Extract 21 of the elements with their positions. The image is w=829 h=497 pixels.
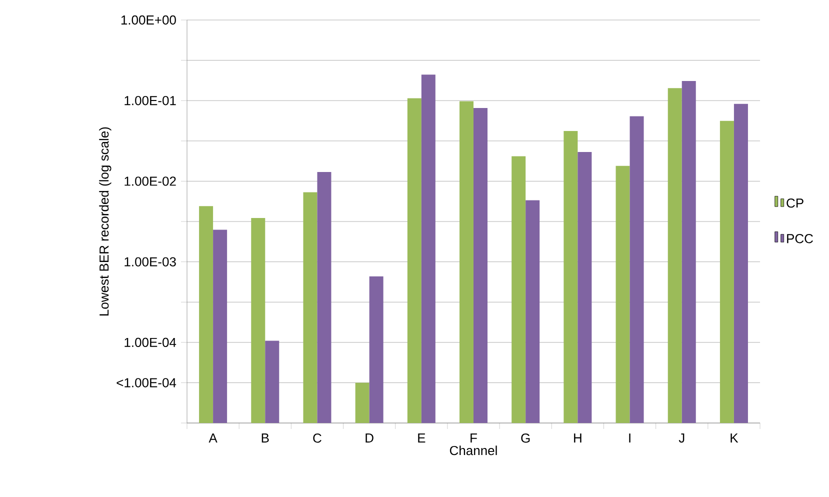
x-tick-label: K [730, 434, 738, 442]
x-tick-label: I [629, 434, 630, 442]
x-tick-label: H [574, 434, 582, 442]
x-tick-label: D [366, 434, 374, 442]
y-tick-label: 1.00E-03 [124, 257, 176, 266]
y-axis-title: Lowest BER recorded (log scale) [99, 127, 112, 316]
y-tick-label: 1.00E-04 [124, 338, 176, 348]
x-tick-label: A [208, 434, 218, 442]
x-tick-label: F [470, 434, 477, 442]
y-tick-label: <1.00E-04 [116, 378, 176, 388]
x-axis-title: Channel [450, 446, 497, 456]
x-tick-label: C [313, 434, 322, 443]
y-tick-label: 1.00E-01 [124, 96, 176, 106]
legend-label: CP [786, 198, 804, 208]
x-tick-label: J [678, 434, 684, 443]
x-tick-label: G [521, 434, 530, 443]
y-tick-label: 1.00E-02 [124, 176, 176, 186]
x-tick-label: B [262, 434, 269, 442]
legend-label: PCC [787, 234, 813, 244]
x-tick-label: E [418, 434, 426, 442]
y-tick-label: 1.00E+00 [121, 15, 176, 25]
